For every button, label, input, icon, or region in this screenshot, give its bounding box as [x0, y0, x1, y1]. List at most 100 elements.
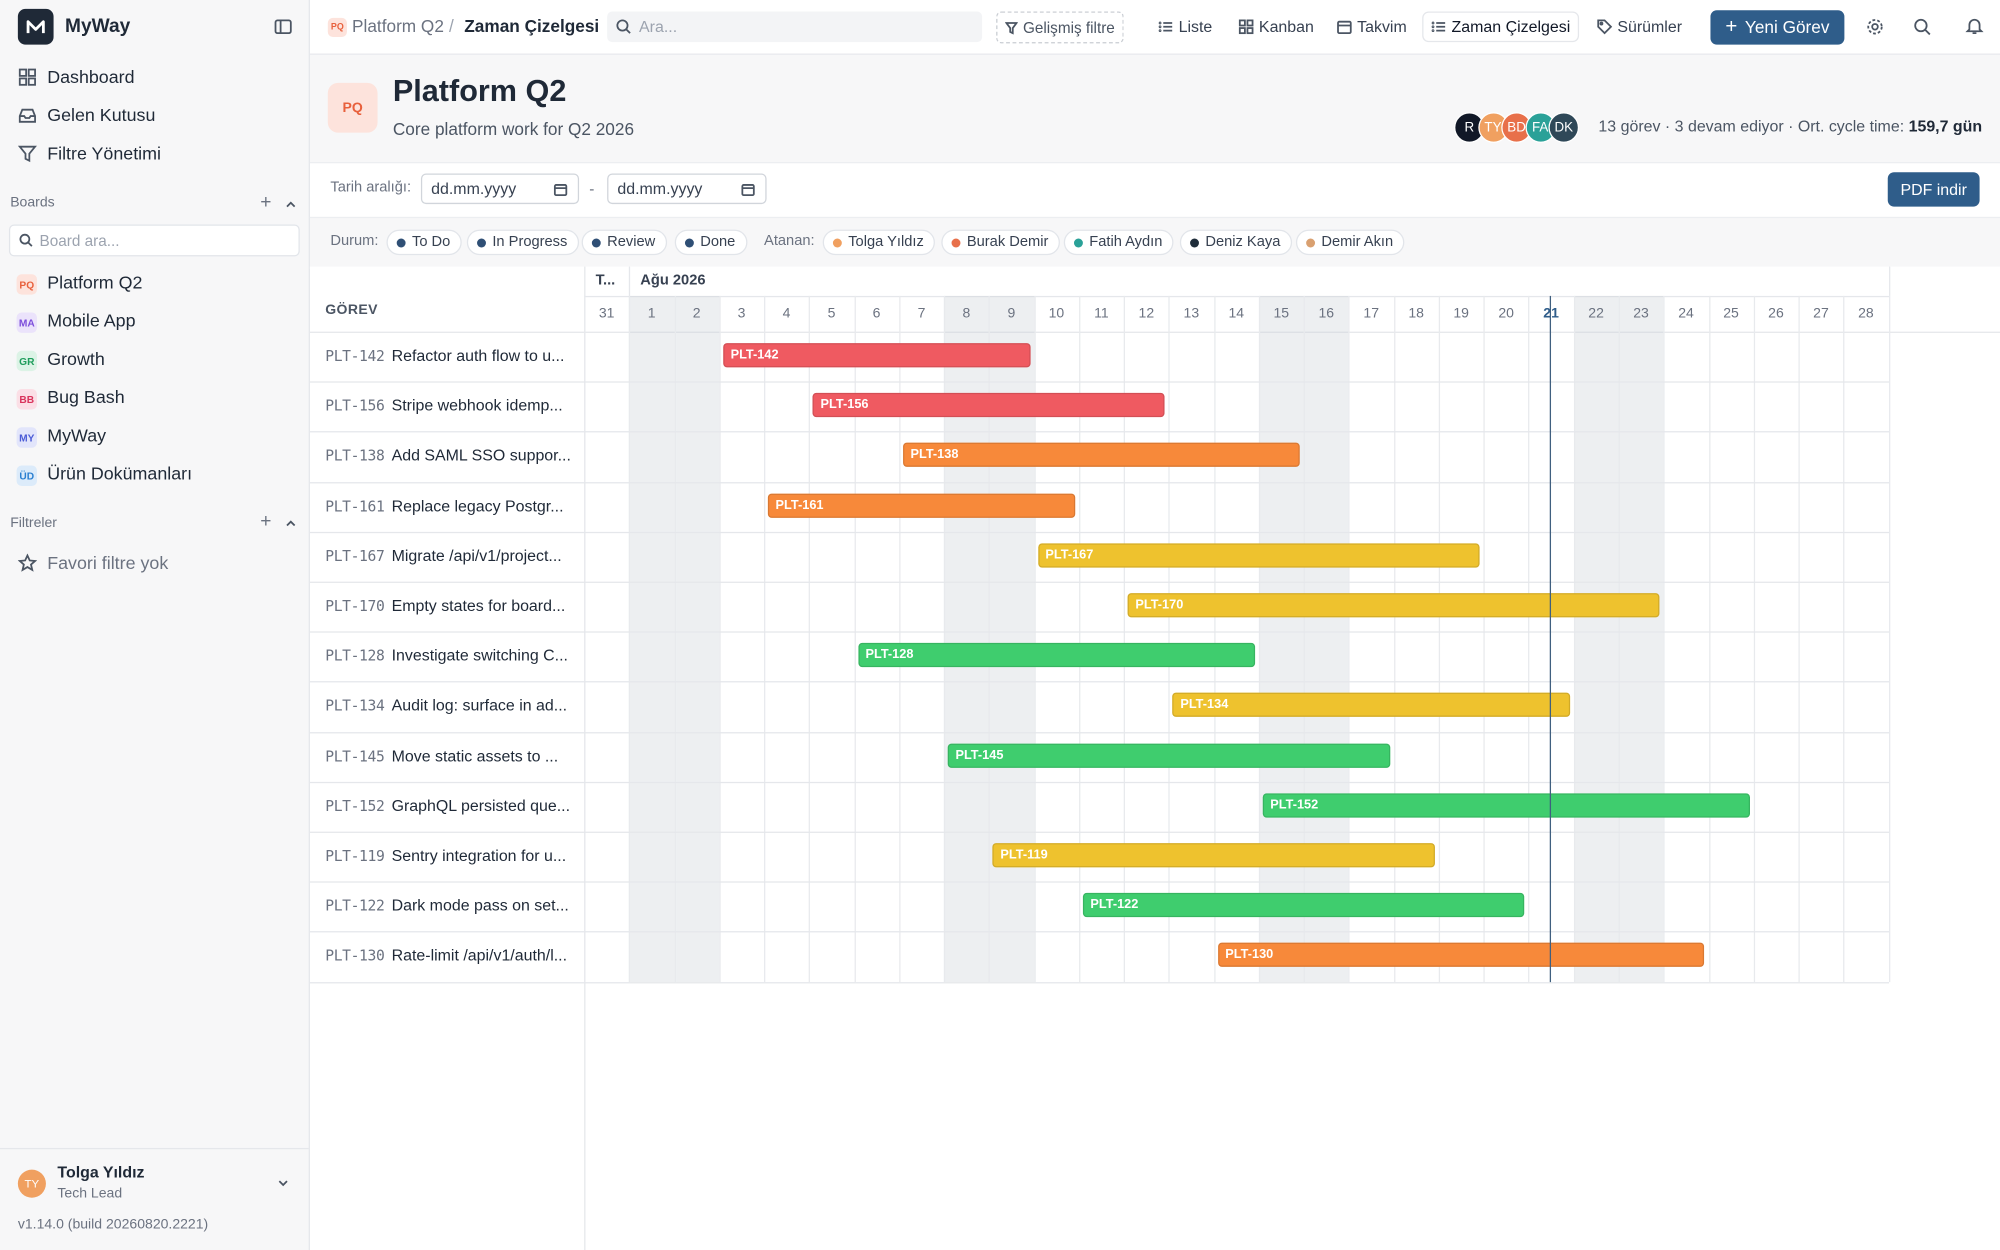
- month-divider: [629, 266, 631, 296]
- task-title[interactable]: Migrate /api/v1/project...: [391, 546, 562, 565]
- task-title[interactable]: Stripe webhook idemp...: [391, 396, 563, 415]
- board-item[interactable]: Ürün Dokümanları: [47, 463, 193, 484]
- task-bar[interactable]: PLT-161: [767, 493, 1076, 518]
- task-id[interactable]: PLT-145: [325, 746, 385, 765]
- task-bar[interactable]: PLT-156: [812, 393, 1166, 418]
- day-grid-line: [764, 295, 766, 982]
- day-label: 4: [782, 306, 791, 322]
- global-search[interactable]: Ara...: [607, 11, 983, 43]
- day-label: 10: [1048, 306, 1065, 322]
- search-icon: [616, 19, 631, 34]
- pdf-button[interactable]: PDF indir: [1887, 172, 1980, 207]
- task-title[interactable]: Add SAML SSO suppor...: [391, 446, 571, 465]
- task-title[interactable]: Move static assets to ...: [391, 746, 559, 765]
- nav-item[interactable]: Filtre Yönetimi: [47, 142, 161, 164]
- status-chip[interactable]: In Progress: [466, 229, 579, 256]
- day-grid-line: [988, 295, 991, 982]
- task-bar[interactable]: PLT-142: [722, 343, 1031, 368]
- task-id[interactable]: PLT-128: [325, 646, 385, 665]
- nav-item[interactable]: Gelen Kutusu: [47, 104, 156, 125]
- task-title[interactable]: Replace legacy Postgr...: [391, 496, 564, 515]
- task-bar[interactable]: PLT-134: [1172, 693, 1570, 718]
- board-item[interactable]: Mobile App: [47, 309, 136, 331]
- task-id[interactable]: PLT-152: [325, 796, 385, 815]
- notifications[interactable]: [1965, 17, 1984, 36]
- task-bar[interactable]: PLT-167: [1037, 543, 1480, 568]
- collapse-boards[interactable]: [284, 199, 297, 209]
- search-button[interactable]: [1913, 18, 1931, 36]
- task-bar[interactable]: PLT-128: [857, 643, 1255, 668]
- day-grid-line: [1798, 295, 1800, 982]
- new-task-button[interactable]: + Yeni Görev: [1710, 10, 1845, 45]
- board-search[interactable]: Board ara...: [8, 224, 300, 257]
- task-title[interactable]: Refactor auth flow to u...: [391, 346, 565, 365]
- task-title[interactable]: Audit log: surface in ad...: [391, 696, 568, 715]
- task-bar[interactable]: PLT-152: [1262, 793, 1750, 818]
- task-id[interactable]: PLT-156: [325, 396, 385, 415]
- version: v1.14.0 (build 20260820.2221): [17, 1216, 209, 1233]
- day-label: 24: [1678, 306, 1694, 322]
- view-tab[interactable]: Takvim: [1329, 13, 1414, 41]
- task-title[interactable]: Dark mode pass on set...: [391, 896, 569, 915]
- status-chip[interactable]: Review: [581, 229, 667, 256]
- advanced-filter[interactable]: Gelişmiş filtre: [996, 11, 1124, 44]
- collapse-sidebar[interactable]: [274, 18, 292, 36]
- day-grid-line: [1618, 295, 1620, 982]
- add-filter[interactable]: +: [260, 510, 272, 532]
- day-label: 25: [1723, 306, 1739, 322]
- task-title[interactable]: GraphQL persisted que...: [391, 796, 571, 815]
- task-id[interactable]: PLT-138: [325, 446, 385, 465]
- task-bar[interactable]: PLT-122: [1082, 893, 1525, 918]
- task-id[interactable]: PLT-122: [325, 896, 385, 915]
- board-item[interactable]: Platform Q2: [47, 271, 143, 293]
- breadcrumb-project[interactable]: Platform Q2: [352, 16, 444, 36]
- task-title[interactable]: Empty states for board...: [391, 596, 566, 615]
- board-item[interactable]: Growth: [47, 348, 105, 369]
- task-id[interactable]: PLT-142: [325, 346, 385, 365]
- date-from[interactable]: dd.mm.yyyy: [420, 173, 580, 205]
- settings[interactable]: [1866, 18, 1884, 36]
- board-item[interactable]: MyWay: [47, 424, 107, 446]
- task-id[interactable]: PLT-161: [325, 496, 385, 515]
- task-id[interactable]: PLT-167: [325, 546, 385, 565]
- topbar-border: [309, 53, 2000, 55]
- task-title[interactable]: Investigate switching C...: [391, 646, 568, 665]
- view-tab[interactable]: Kanban: [1231, 13, 1322, 41]
- task-bar[interactable]: PLT-119: [992, 843, 1435, 868]
- view-tab[interactable]: Sürümler: [1589, 13, 1689, 41]
- assignee-chip[interactable]: Demir Akın: [1295, 229, 1405, 256]
- task-bar[interactable]: PLT-130: [1217, 943, 1705, 968]
- task-bar[interactable]: PLT-145: [947, 743, 1390, 768]
- day-label: 14: [1228, 306, 1245, 322]
- status-chip[interactable]: Done: [674, 229, 747, 256]
- add-board[interactable]: +: [260, 191, 272, 214]
- board-badge: MY: [16, 427, 37, 448]
- board-item[interactable]: Bug Bash: [47, 386, 125, 407]
- view-tab[interactable]: Zaman Çizelgesi: [1423, 12, 1578, 41]
- assignee-chip[interactable]: Deniz Kaya: [1179, 229, 1292, 256]
- assignee-chip[interactable]: Fatih Aydın: [1063, 229, 1174, 256]
- assignee-chip[interactable]: Burak Demir: [941, 229, 1060, 256]
- nav-item[interactable]: Dashboard: [47, 66, 135, 87]
- task-title[interactable]: Rate-limit /api/v1/auth/l...: [391, 946, 568, 965]
- user-menu[interactable]: [277, 1179, 290, 1189]
- task-bar[interactable]: PLT-170: [1127, 593, 1660, 618]
- assignee-dot: [832, 237, 842, 247]
- task-id[interactable]: PLT-119: [325, 846, 385, 865]
- collapse-filters[interactable]: [284, 518, 297, 528]
- status-chip[interactable]: To Do: [386, 229, 462, 256]
- task-bar[interactable]: PLT-138: [902, 443, 1300, 468]
- task-id[interactable]: PLT-134: [325, 696, 385, 715]
- tab-icon: [1337, 20, 1352, 35]
- gantt-header-bg: [309, 266, 2000, 333]
- task-id[interactable]: PLT-130: [325, 946, 385, 965]
- assignee-chip[interactable]: Tolga Yıldız: [822, 229, 936, 256]
- status-dot: [396, 237, 406, 247]
- sidebar-divider: [0, 1147, 309, 1150]
- row-divider: [309, 531, 1890, 533]
- task-id[interactable]: PLT-170: [325, 596, 385, 615]
- view-tab[interactable]: Liste: [1151, 13, 1220, 41]
- task-bar-label: PLT-156: [820, 398, 869, 413]
- date-to[interactable]: dd.mm.yyyy: [607, 173, 767, 205]
- task-title[interactable]: Sentry integration for u...: [391, 846, 567, 865]
